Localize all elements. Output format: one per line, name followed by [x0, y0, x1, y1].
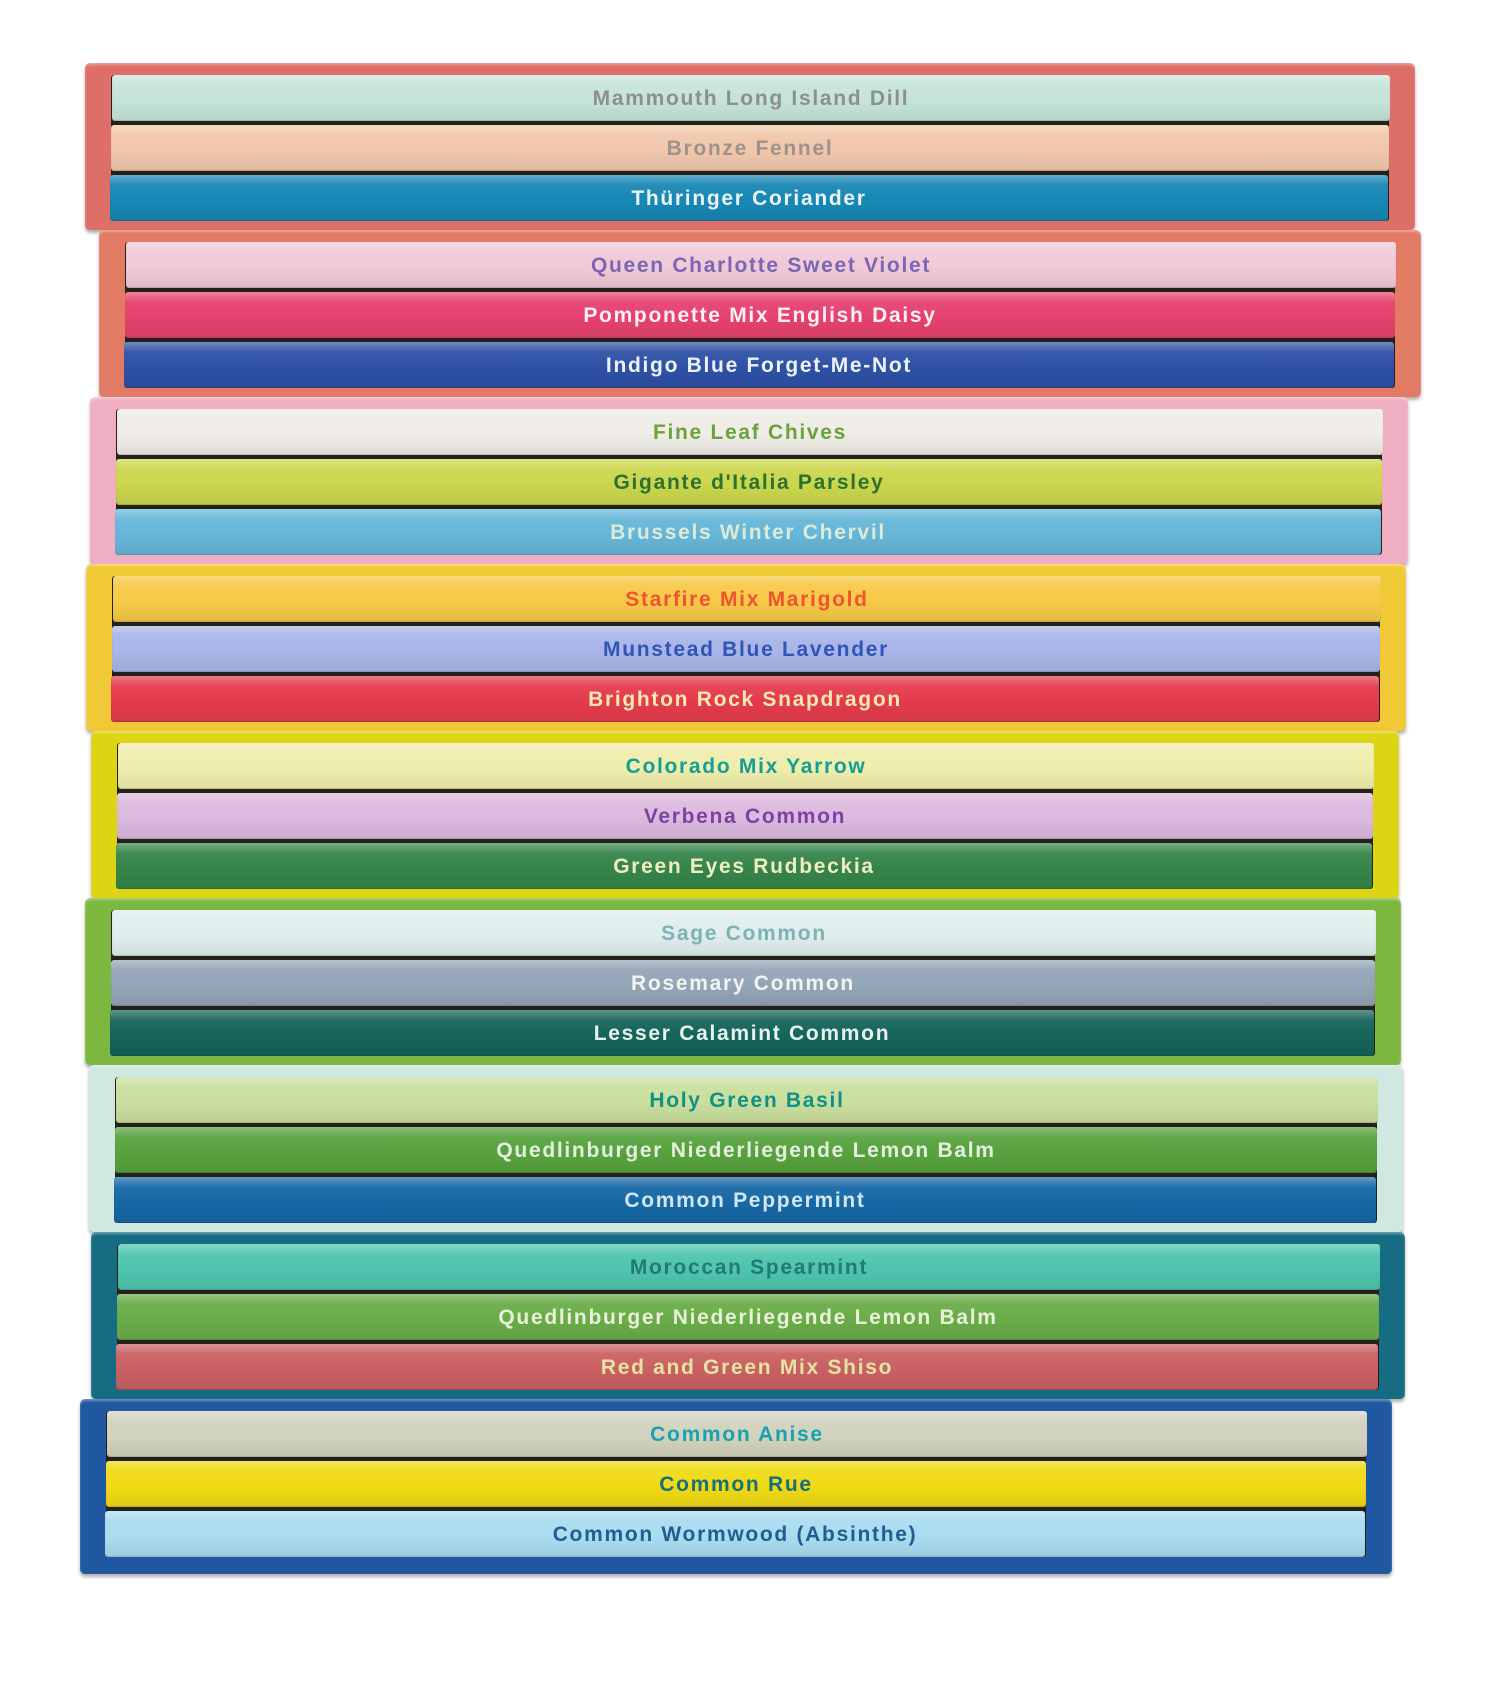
seed-box: Queen Charlotte Sweet Violet Pomponette …: [99, 230, 1421, 397]
seed-box-stack: Mammouth Long Island Dill Bronze Fennel …: [80, 63, 1421, 1574]
seed-packet-spine: Mammouth Long Island Dill: [112, 75, 1390, 121]
seed-packet-spine: Quedlinburger Niederliegende Lemon Balm: [117, 1294, 1379, 1340]
seed-packet-spine: Sage Common: [112, 910, 1376, 956]
seed-box-contents: Colorado Mix Yarrow Verbena Common Green…: [116, 743, 1374, 889]
seed-packet-spine: Gigante d'Italia Parsley: [116, 459, 1382, 505]
seed-packet-spine: Brighton Rock Snapdragon: [111, 676, 1379, 722]
seed-packet-spine: Munstead Blue Lavender: [112, 626, 1380, 672]
seed-packet-spine: Lesser Calamint Common: [110, 1010, 1374, 1056]
seed-packet-spine: Verbena Common: [117, 793, 1373, 839]
seed-packet-spine: Thüringer Coriander: [110, 175, 1388, 221]
seed-packet-spine: Green Eyes Rudbeckia: [116, 843, 1372, 889]
seed-box: Fine Leaf Chives Gigante d'Italia Parsle…: [90, 397, 1408, 564]
seed-packet-spine: Starfire Mix Marigold: [113, 576, 1381, 622]
seed-packet-spine: Pomponette Mix English Daisy: [125, 292, 1395, 338]
seed-box: Mammouth Long Island Dill Bronze Fennel …: [85, 63, 1415, 230]
seed-box-contents: Fine Leaf Chives Gigante d'Italia Parsle…: [115, 409, 1383, 555]
seed-box-contents: Common Anise Common Rue Common Wormwood …: [105, 1411, 1367, 1557]
seed-box-contents: Moroccan Spearmint Quedlinburger Niederl…: [116, 1244, 1380, 1390]
seed-packet-spine: Quedlinburger Niederliegende Lemon Balm: [115, 1127, 1377, 1173]
seed-box-contents: Holy Green Basil Quedlinburger Niederlie…: [114, 1077, 1378, 1223]
seed-packet-spine: Bronze Fennel: [111, 125, 1389, 171]
seed-box: Holy Green Basil Quedlinburger Niederlie…: [89, 1065, 1403, 1232]
seed-packet-spine: Fine Leaf Chives: [117, 409, 1383, 455]
seed-packet-spine: Colorado Mix Yarrow: [118, 743, 1374, 789]
seed-packet-spine: Common Wormwood (Absinthe): [105, 1511, 1365, 1557]
seed-packet-spine: Common Anise: [107, 1411, 1367, 1457]
seed-packet-spine: Common Peppermint: [114, 1177, 1376, 1223]
seed-packet-spine: Rosemary Common: [111, 960, 1375, 1006]
seed-packet-spine: Queen Charlotte Sweet Violet: [126, 242, 1396, 288]
seed-box: Sage Common Rosemary Common Lesser Calam…: [85, 898, 1401, 1065]
seed-box: Moroccan Spearmint Quedlinburger Niederl…: [91, 1232, 1405, 1399]
seed-box-contents: Starfire Mix Marigold Munstead Blue Lave…: [111, 576, 1381, 722]
seed-packet-spine: Brussels Winter Chervil: [115, 509, 1381, 555]
seed-box: Colorado Mix Yarrow Verbena Common Green…: [91, 731, 1399, 898]
seed-box-contents: Mammouth Long Island Dill Bronze Fennel …: [110, 75, 1390, 221]
seed-packet-spine: Red and Green Mix Shiso: [116, 1344, 1378, 1390]
seed-box: Common Anise Common Rue Common Wormwood …: [80, 1399, 1392, 1574]
seed-packet-spine: Moroccan Spearmint: [118, 1244, 1380, 1290]
seed-box: Starfire Mix Marigold Munstead Blue Lave…: [86, 564, 1406, 731]
seed-packet-spine: Indigo Blue Forget-Me-Not: [124, 342, 1394, 388]
seed-packet-spine: Holy Green Basil: [116, 1077, 1378, 1123]
seed-box-contents: Queen Charlotte Sweet Violet Pomponette …: [124, 242, 1396, 388]
seed-box-contents: Sage Common Rosemary Common Lesser Calam…: [110, 910, 1376, 1056]
seed-packet-spine: Common Rue: [106, 1461, 1366, 1507]
